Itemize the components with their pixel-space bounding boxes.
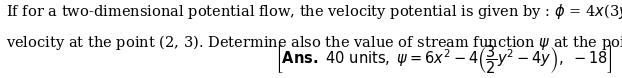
Text: velocity at the point (2, 3). Determine also the value of stream function $\psi$: velocity at the point (2, 3). Determine … [6, 33, 622, 52]
Text: If for a two-dimensional potential flow, the velocity potential is given by : $\: If for a two-dimensional potential flow,… [6, 2, 622, 21]
Text: $\left[\mathbf{Ans.}\ 40\ \mathrm{units},\ \psi = 6x^2 - 4\left(\dfrac{3}{2}y^2 : $\left[\mathbf{Ans.}\ 40\ \mathrm{units}… [275, 43, 613, 76]
